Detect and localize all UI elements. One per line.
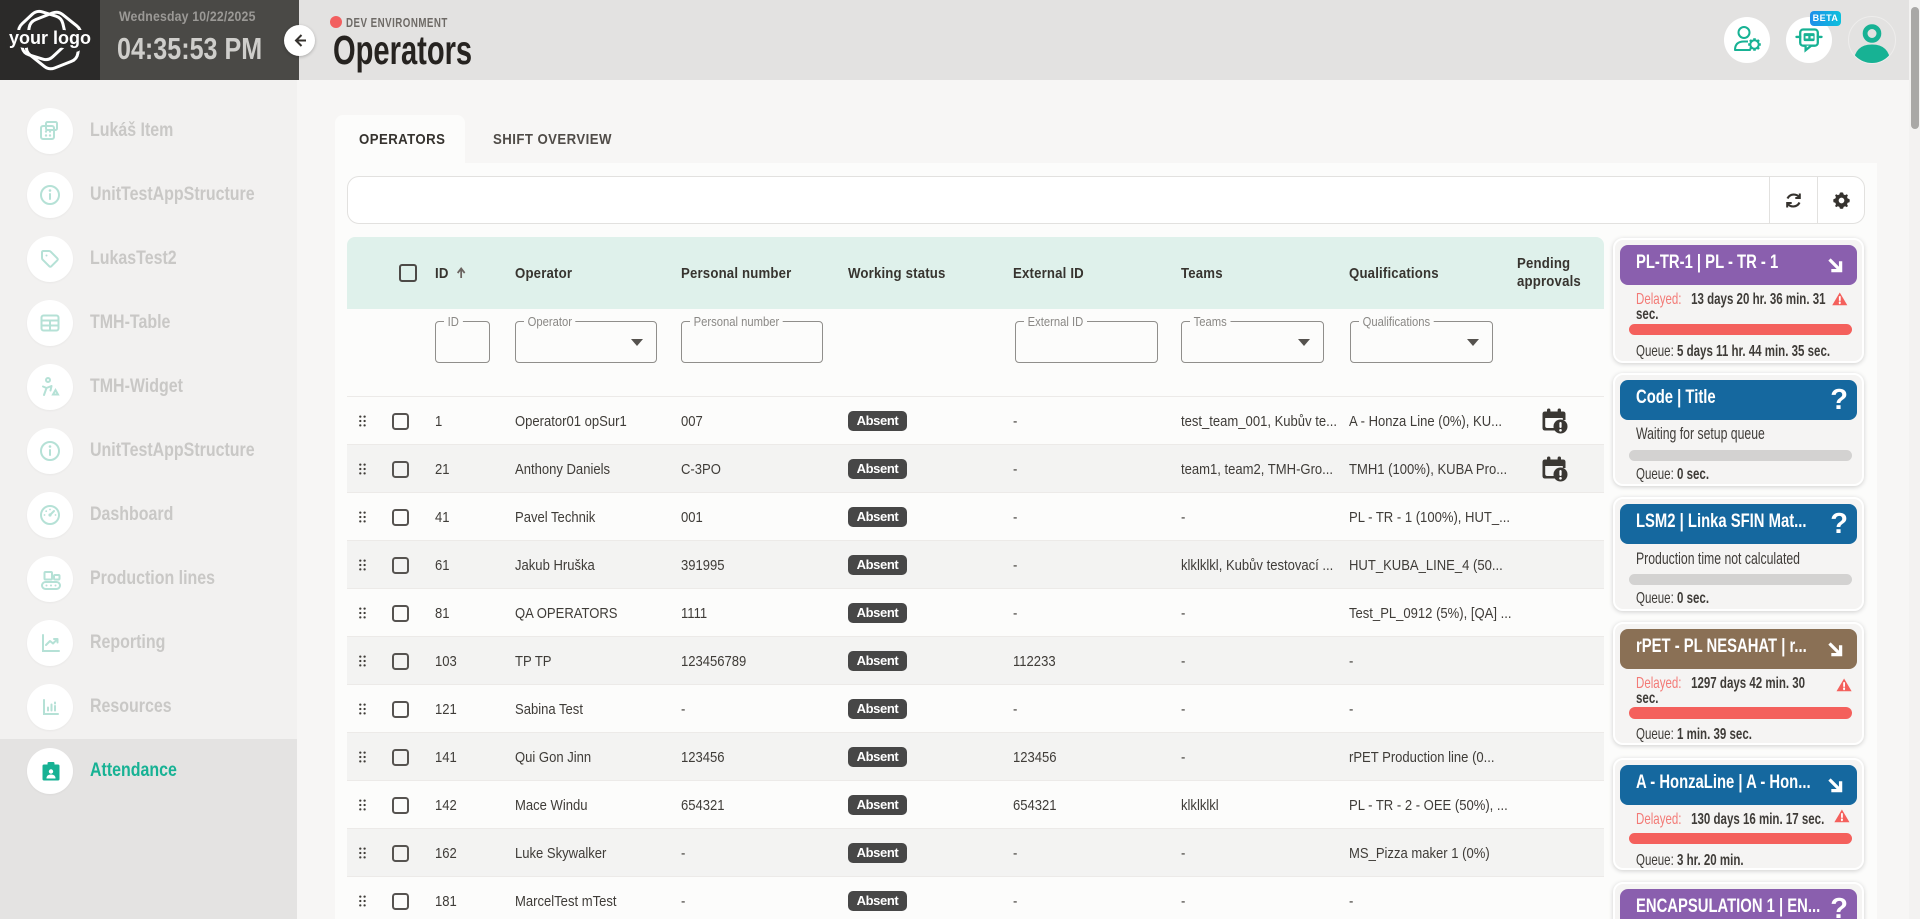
svg-text:your logo: your logo bbox=[9, 28, 91, 48]
